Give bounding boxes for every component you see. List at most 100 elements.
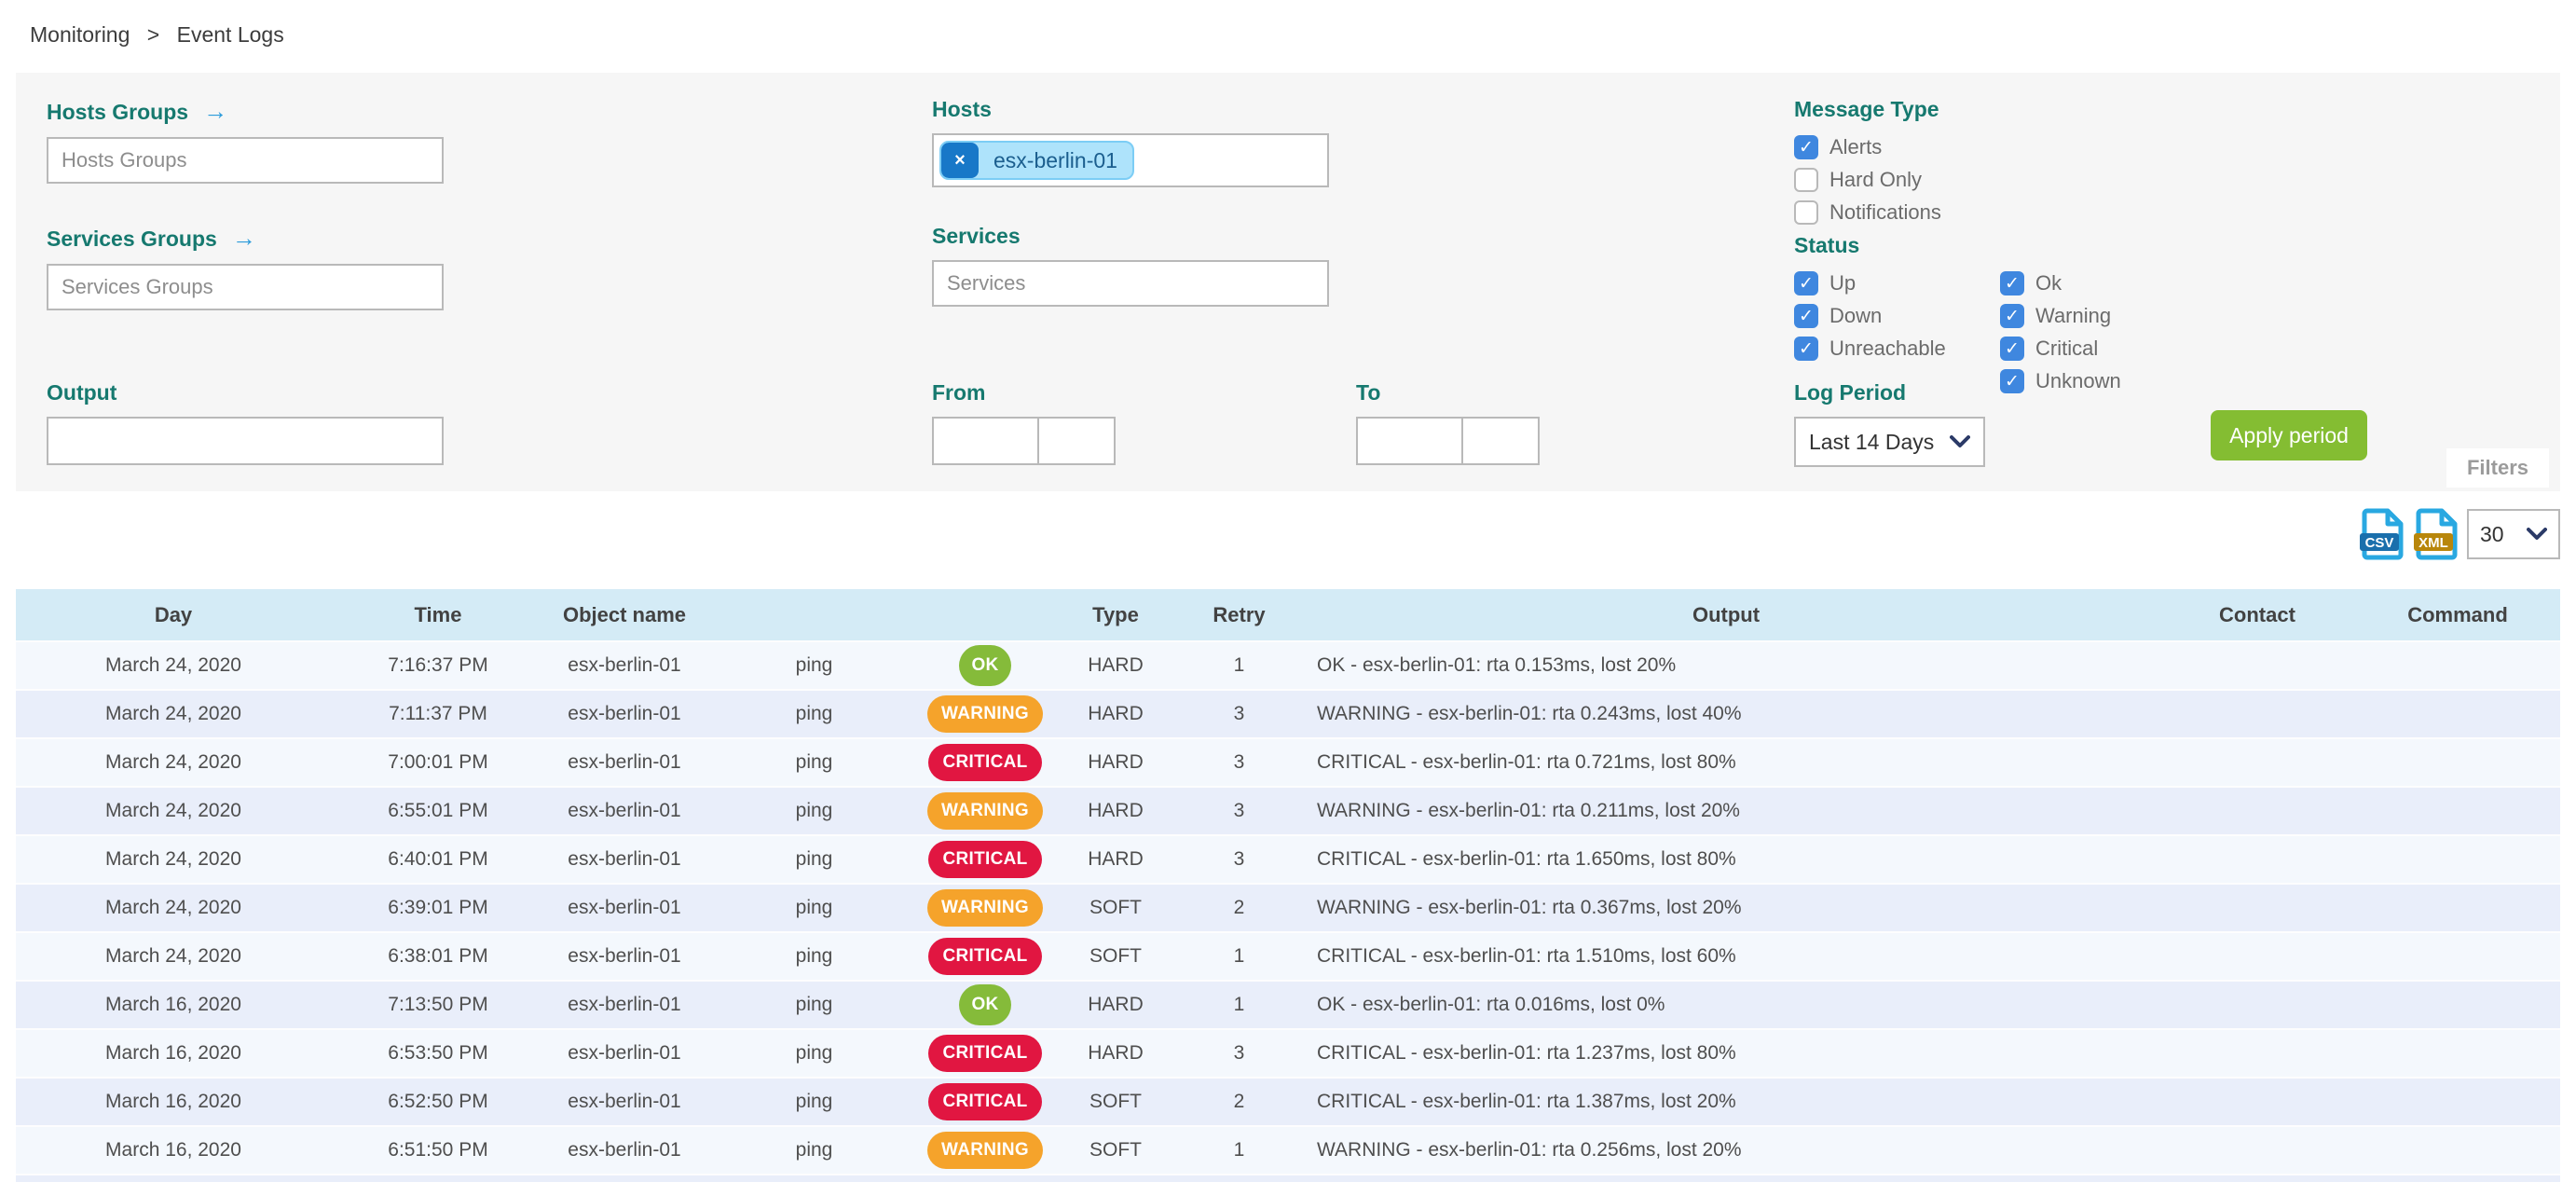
checkbox-label: Ok bbox=[2035, 271, 2062, 295]
cell-retry: 3 bbox=[1185, 786, 1293, 835]
cell-object: esx-berlin-01 bbox=[545, 689, 704, 738]
services-groups-arrow-icon[interactable]: → bbox=[231, 224, 256, 252]
cell-output: CRITICAL - esx-berlin-01: rta 1.650ms, l… bbox=[1293, 834, 2159, 884]
services-group: Services bbox=[932, 224, 1329, 307]
cell-command bbox=[2355, 689, 2560, 738]
to-time-input[interactable] bbox=[1463, 417, 1540, 465]
status-checkbox-ok[interactable]: ✓ Ok bbox=[2000, 271, 2206, 296]
cell-command bbox=[2355, 737, 2560, 787]
status-checkbox-down[interactable]: ✓ Down bbox=[1794, 304, 2000, 328]
message-type-label: Message Type bbox=[1794, 97, 1939, 121]
status-badge: OK bbox=[959, 645, 1011, 686]
apply-period-button[interactable]: Apply period bbox=[2211, 410, 2367, 460]
checkbox-icon[interactable]: ✓ bbox=[2000, 337, 2024, 361]
cell-object: esx-berlin-01 bbox=[545, 931, 704, 981]
status-checkbox-unknown[interactable]: ✓ Unknown bbox=[2000, 369, 2206, 393]
cell-time: 6:53:50 PM bbox=[331, 1028, 545, 1078]
checkbox-icon[interactable]: ✓ bbox=[2000, 369, 2024, 393]
status-badge: CRITICAL bbox=[928, 744, 1042, 781]
cell-command bbox=[2355, 1028, 2560, 1078]
cell-output: WARNING - esx-berlin-01: rta 0.243ms, lo… bbox=[1293, 689, 2159, 738]
log-period-select[interactable]: Last 14 Days bbox=[1794, 417, 1985, 467]
cell-type: HARD bbox=[1046, 980, 1185, 1029]
cell-time: 6:51:50 PM bbox=[331, 1125, 545, 1175]
to-date-input[interactable] bbox=[1356, 417, 1463, 465]
cell-type: HARD bbox=[1046, 786, 1185, 835]
cell-status: OK bbox=[925, 980, 1046, 1029]
services-input[interactable] bbox=[932, 260, 1329, 307]
hosts-groups-label: Hosts Groups → bbox=[47, 97, 444, 126]
hosts-input[interactable]: × esx-berlin-01 bbox=[932, 133, 1329, 187]
checkbox-label: Alerts bbox=[1829, 135, 1883, 158]
table-row: March 24, 2020 6:39:01 PM esx-berlin-01 pin… bbox=[16, 883, 2560, 932]
export-xml-icon[interactable]: XML bbox=[2413, 508, 2460, 560]
from-date-input[interactable] bbox=[932, 417, 1039, 465]
table-row: March 16, 2020 6:53:50 PM esx-berlin-01 pin… bbox=[16, 1028, 2560, 1078]
hosts-groups-input[interactable] bbox=[47, 137, 444, 184]
hosts-groups-arrow-icon[interactable]: → bbox=[203, 97, 228, 125]
cell-output: WARNING - esx-berlin-01: rta 0.256ms, lo… bbox=[1293, 1125, 2159, 1175]
cell-output: CRITICAL - esx-berlin-01: rta 1.237ms, l… bbox=[1293, 1028, 2159, 1078]
checkbox-icon[interactable] bbox=[1794, 168, 1818, 192]
cell-output: WARNING - esx-berlin-01: rta 0.211ms, lo… bbox=[1293, 786, 2159, 835]
cell-retry: 3 bbox=[1185, 1028, 1293, 1078]
status-badge: WARNING bbox=[927, 1132, 1043, 1169]
checkbox-icon[interactable]: ✓ bbox=[2000, 271, 2024, 296]
message-type-checkbox-hard-only[interactable]: Hard Only bbox=[1794, 168, 2206, 192]
status-badge: CRITICAL bbox=[928, 841, 1042, 878]
cell-contact bbox=[2159, 689, 2355, 738]
message-type-checkbox-notifications[interactable]: Notifications bbox=[1794, 200, 2206, 225]
cell-status: CRITICAL bbox=[925, 1028, 1046, 1078]
status-badge: WARNING bbox=[927, 889, 1043, 927]
cell-object: esx-berlin-01 bbox=[545, 1077, 704, 1126]
hosts-label: Hosts bbox=[932, 97, 992, 121]
cell-object: esx-berlin-01 bbox=[545, 834, 704, 884]
page-size-select[interactable]: 30 bbox=[2467, 509, 2560, 559]
checkbox-icon[interactable]: ✓ bbox=[1794, 304, 1818, 328]
export-csv-icon[interactable]: CSV bbox=[2359, 508, 2405, 560]
breadcrumb-event-logs[interactable]: Event Logs bbox=[176, 22, 284, 47]
cell-status: WARNING bbox=[925, 883, 1046, 932]
cell-output: CRITICAL - esx-berlin-01: rta 1.387ms, l… bbox=[1293, 1077, 2159, 1126]
output-filter-input[interactable] bbox=[47, 417, 444, 465]
cell-service: ping bbox=[704, 883, 925, 932]
cell-object: esx-berlin-01 bbox=[545, 883, 704, 932]
cell-time: 6:40:01 PM bbox=[331, 834, 545, 884]
cell-day: March 24, 2020 bbox=[16, 834, 331, 884]
cell-command bbox=[2355, 786, 2560, 835]
table-header-row: Day Time Object name Type Retry Output C… bbox=[16, 589, 2560, 641]
cell-contact bbox=[2159, 1077, 2355, 1126]
chip-remove-icon[interactable]: × bbox=[941, 143, 979, 178]
checkbox-icon[interactable]: ✓ bbox=[1794, 271, 1818, 296]
message-type-group: Message Type ✓ Alerts Hard Only Notificatio… bbox=[1794, 97, 2206, 402]
status-checkbox-unreachable[interactable]: ✓ Unreachable bbox=[1794, 337, 2000, 361]
output-filter-label: Output bbox=[47, 380, 117, 405]
checkbox-icon[interactable]: ✓ bbox=[2000, 304, 2024, 328]
services-groups-group: Services Groups → bbox=[47, 224, 444, 310]
cell-day: March 24, 2020 bbox=[16, 640, 331, 690]
cell-contact bbox=[2159, 980, 2355, 1029]
status-checkbox-up[interactable]: ✓ Up bbox=[1794, 271, 2000, 296]
status-checkbox-warning[interactable]: ✓ Warning bbox=[2000, 304, 2206, 328]
checkbox-icon[interactable] bbox=[1794, 200, 1818, 225]
cell-contact bbox=[2159, 883, 2355, 932]
cell-retry: 2 bbox=[1185, 883, 1293, 932]
status-checkbox-critical[interactable]: ✓ Critical bbox=[2000, 337, 2206, 361]
checkbox-icon[interactable]: ✓ bbox=[1794, 135, 1818, 159]
breadcrumb-monitoring[interactable]: Monitoring bbox=[30, 22, 130, 47]
checkbox-icon[interactable]: ✓ bbox=[1794, 337, 1818, 361]
cell-type: SOFT bbox=[1046, 1125, 1185, 1175]
cell-service: ping bbox=[704, 689, 925, 738]
cell-day: March 24, 2020 bbox=[16, 931, 331, 981]
checkbox-label: Critical bbox=[2035, 337, 2099, 360]
export-toolbar: CSV XML 30 bbox=[2359, 508, 2560, 560]
filters-tab[interactable]: Filters bbox=[2446, 448, 2549, 488]
cell-output: OK - esx-berlin-01: rta 0.153ms, lost 20… bbox=[1293, 640, 2159, 690]
cell-status: OK bbox=[925, 640, 1046, 690]
cell-status: WARNING bbox=[925, 1125, 1046, 1175]
services-groups-input[interactable] bbox=[47, 264, 444, 310]
message-type-checkbox-alerts[interactable]: ✓ Alerts bbox=[1794, 135, 2206, 159]
chip-label: esx-berlin-01 bbox=[993, 147, 1117, 172]
services-groups-label: Services Groups → bbox=[47, 224, 444, 253]
from-time-input[interactable] bbox=[1039, 417, 1116, 465]
